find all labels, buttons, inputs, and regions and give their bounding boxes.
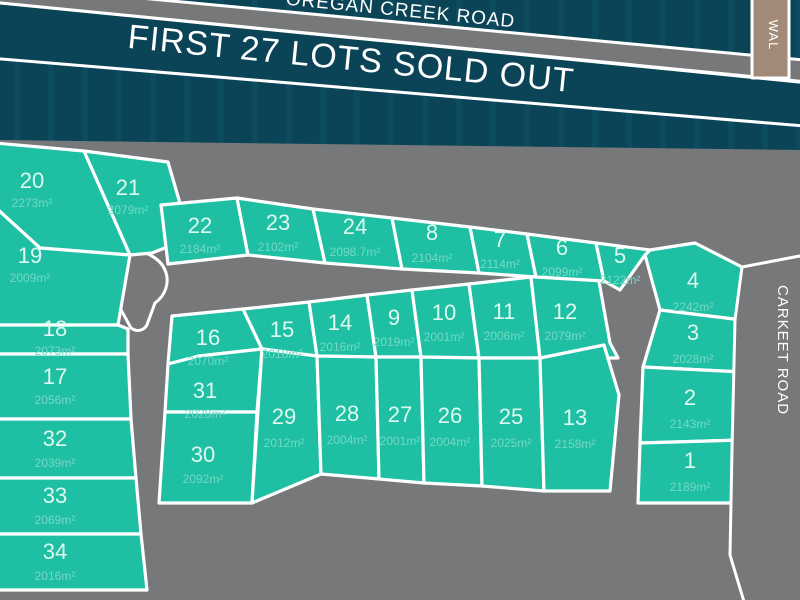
svg-text:2001m²: 2001m²	[380, 434, 421, 448]
svg-text:6: 6	[556, 235, 568, 260]
svg-text:7: 7	[494, 227, 506, 252]
svg-text:29: 29	[272, 404, 296, 429]
svg-text:27: 27	[388, 402, 412, 427]
svg-text:5: 5	[614, 243, 626, 268]
svg-text:2092m²: 2092m²	[183, 472, 224, 486]
svg-text:17: 17	[43, 364, 67, 389]
svg-text:31: 31	[193, 378, 217, 403]
svg-text:2009m²: 2009m²	[10, 271, 51, 285]
svg-text:2098.7m²: 2098.7m²	[330, 245, 381, 259]
svg-text:2016m²: 2016m²	[320, 340, 361, 354]
svg-text:34: 34	[43, 539, 67, 564]
svg-text:2: 2	[684, 385, 696, 410]
svg-text:2012m²: 2012m²	[264, 436, 305, 450]
svg-text:2079m²: 2079m²	[545, 329, 586, 343]
svg-text:2114m²: 2114m²	[480, 257, 520, 271]
svg-text:1: 1	[684, 448, 696, 473]
svg-text:26: 26	[438, 403, 462, 428]
svg-text:2104m²: 2104m²	[412, 251, 453, 265]
svg-text:2004m²: 2004m²	[430, 435, 471, 449]
svg-text:2006m²: 2006m²	[484, 329, 525, 343]
svg-text:2018m²: 2018m²	[262, 347, 303, 361]
svg-text:CARKEET ROAD: CARKEET ROAD	[774, 285, 791, 415]
svg-text:2019m²: 2019m²	[374, 335, 415, 349]
svg-text:12: 12	[553, 299, 577, 324]
svg-text:2028m²: 2028m²	[673, 352, 714, 366]
svg-text:2273m²: 2273m²	[12, 196, 53, 210]
svg-text:25: 25	[499, 404, 523, 429]
svg-text:10: 10	[432, 300, 456, 325]
svg-text:8: 8	[426, 220, 438, 245]
svg-text:15: 15	[270, 317, 294, 342]
svg-text:2189m²: 2189m²	[670, 480, 711, 494]
svg-text:11: 11	[493, 299, 516, 324]
svg-text:30: 30	[191, 442, 215, 467]
svg-text:9: 9	[388, 305, 400, 330]
svg-text:2069m²: 2069m²	[35, 513, 76, 527]
svg-text:18: 18	[43, 316, 67, 341]
svg-text:22: 22	[188, 213, 212, 238]
svg-text:2004m²: 2004m²	[327, 433, 368, 447]
svg-text:2158m²: 2158m²	[555, 437, 596, 451]
svg-text:32: 32	[43, 426, 67, 451]
svg-text:3: 3	[687, 320, 699, 345]
svg-text:19: 19	[18, 243, 42, 268]
svg-text:20: 20	[20, 168, 44, 193]
svg-text:24: 24	[343, 214, 367, 239]
svg-text:28: 28	[335, 401, 359, 426]
svg-text:2073m²: 2073m²	[35, 344, 76, 358]
svg-text:2102m²: 2102m²	[258, 240, 299, 254]
svg-text:13: 13	[563, 405, 587, 430]
svg-text:2039m²: 2039m²	[35, 456, 76, 470]
svg-text:2122m²: 2122m²	[600, 273, 641, 287]
svg-text:4: 4	[687, 268, 699, 293]
svg-text:2028m²: 2028m²	[185, 407, 226, 421]
svg-text:33: 33	[43, 483, 67, 508]
svg-text:WAL: WAL	[766, 20, 781, 51]
svg-text:2056m²: 2056m²	[35, 393, 76, 407]
svg-text:2242m²: 2242m²	[673, 300, 714, 314]
svg-text:2070m²: 2070m²	[188, 354, 229, 368]
svg-text:16: 16	[196, 325, 220, 350]
svg-text:23: 23	[266, 210, 290, 235]
svg-text:2016m²: 2016m²	[35, 569, 76, 583]
svg-text:14: 14	[328, 310, 352, 335]
svg-text:2099m²: 2099m²	[542, 265, 583, 279]
svg-text:21: 21	[116, 175, 140, 200]
svg-text:2143m²: 2143m²	[670, 417, 711, 431]
svg-text:2001m²: 2001m²	[424, 330, 465, 344]
svg-text:2025m²: 2025m²	[491, 436, 532, 450]
svg-text:2184m²: 2184m²	[180, 242, 221, 256]
svg-text:2079m²: 2079m²	[108, 203, 149, 217]
